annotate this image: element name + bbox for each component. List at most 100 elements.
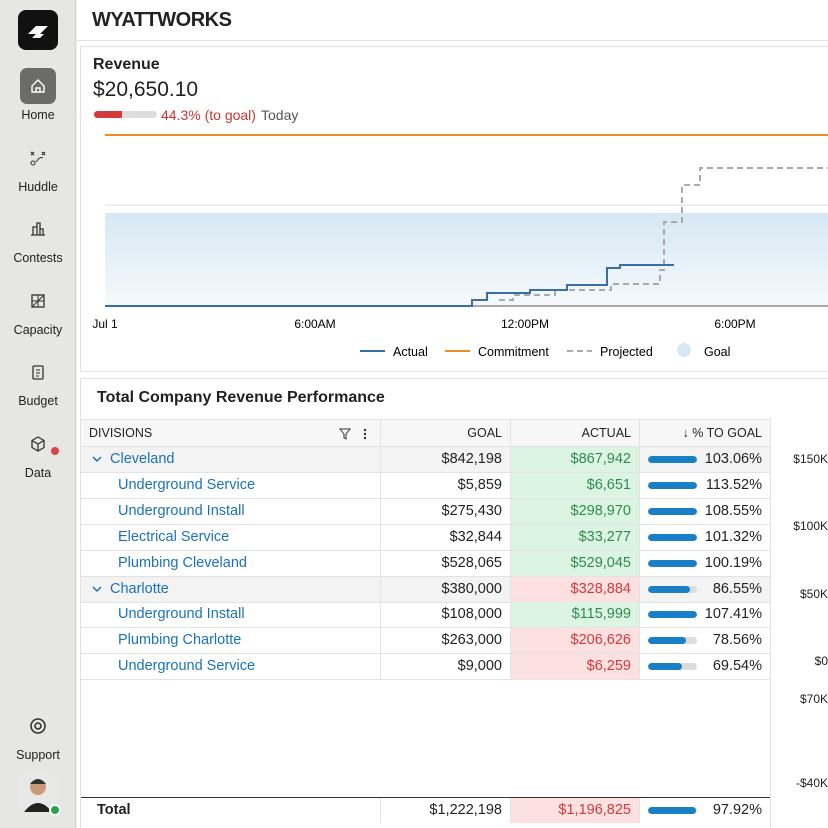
pct-text: 108.55%	[704, 502, 762, 519]
actual-cell: $867,942	[511, 447, 640, 472]
division-name[interactable]: Electrical Service	[118, 528, 230, 545]
nav-icon	[20, 426, 56, 462]
axis-label: -$40K	[795, 776, 828, 790]
goal-cell: $9,000	[381, 654, 511, 680]
brand: WYATTWORKS	[92, 9, 232, 31]
header-icons[interactable]	[339, 427, 371, 441]
pct-bar	[648, 637, 697, 645]
table-row[interactable]: Plumbing Charlotte $263,000 $206,626 78.56%	[81, 628, 770, 655]
nav-item[interactable]: Budget	[0, 354, 76, 408]
status-dot	[49, 804, 61, 816]
table-row[interactable]: Underground Service $9,000 $6,259 69.54%	[81, 654, 770, 681]
table-row[interactable]: Underground Install $108,000 $115,999 107.4…	[81, 602, 770, 629]
total-row[interactable]: Total $1,222,198 $1,196,825 97.92%	[81, 798, 770, 827]
pct-text: 107.41%	[704, 606, 762, 623]
nav-item[interactable]: Data	[0, 426, 76, 480]
pct-cell: 100.19%	[640, 551, 770, 576]
actual-cell: $1,196,825	[511, 798, 640, 823]
col-header[interactable]: ↓ % TO GOAL	[682, 426, 762, 440]
division-cell: Total	[81, 798, 381, 823]
pct-bar-fill	[648, 637, 687, 645]
nav-item[interactable]: Contests	[0, 211, 76, 265]
col-header[interactable]: ACTUAL	[511, 420, 640, 447]
support-nav[interactable]: Support	[0, 708, 76, 762]
nav-label: Contests	[13, 251, 63, 266]
table-row[interactable]: Cleveland $842,198 $867,942 103.06%	[81, 447, 770, 473]
pct-bar-fill	[648, 559, 697, 567]
table-row[interactable]: Charlotte $380,000 $328,884 86.55%	[81, 576, 770, 603]
legend-swatch	[677, 343, 691, 357]
pct-text: 97.92%	[712, 802, 762, 818]
table-row[interactable]: Underground Install $275,430 $298,970 108.5…	[81, 498, 770, 525]
x-label: 6:00AM	[294, 317, 335, 331]
chevron[interactable]	[92, 577, 102, 611]
goal-cell: $108,000	[381, 602, 511, 628]
goal-cell: $275,430	[381, 498, 511, 524]
goal-cell: $842,198	[381, 447, 511, 472]
table-row[interactable]: Underground Service $5,859 $6,651 113.52%	[81, 472, 770, 499]
division-name[interactable]: Plumbing Charlotte	[118, 632, 242, 649]
logo-mark	[28, 26, 48, 38]
goal-cell: $263,000	[381, 628, 511, 654]
nav-item[interactable]: Huddle	[0, 140, 76, 194]
actual-cell: $328,884	[511, 576, 640, 602]
revenue-chart: Jul 1 6:00AM 12:00PM 6:00PM Actual Commitment…	[92, 134, 828, 359]
pct-cell: 113.52%	[640, 473, 770, 498]
nav-icon	[20, 68, 56, 104]
pct-bar-fill	[648, 585, 691, 593]
legend-label: Actual	[393, 345, 428, 359]
x-label: 6:00PM	[714, 317, 755, 331]
x-label: Jul 1	[92, 317, 118, 331]
division-cell: Underground Service	[81, 472, 381, 498]
division-cell: Underground Install	[81, 498, 381, 524]
pct-bar-fill	[648, 663, 683, 671]
division-name[interactable]: Plumbing Cleveland	[118, 554, 247, 571]
pct-cell: 108.55%	[640, 499, 770, 524]
division-name[interactable]: Underground Install	[118, 502, 245, 519]
division-name: Total	[97, 802, 131, 818]
pct-bar	[648, 663, 697, 671]
division-cell: Plumbing Charlotte	[81, 628, 381, 654]
pct-bar	[648, 507, 697, 515]
axis-label: $100K	[793, 519, 828, 533]
nav-item[interactable]: Capacity	[0, 283, 76, 337]
division-name[interactable]: Underground Service	[118, 476, 256, 493]
pct-bar	[648, 559, 697, 567]
goal-cell: $1,222,198	[381, 798, 511, 823]
nav-item[interactable]: Home	[0, 68, 76, 122]
division-name[interactable]: Cleveland	[110, 451, 175, 467]
pct-bar	[648, 807, 697, 814]
pct-cell: 97.92%	[640, 798, 770, 823]
table-row[interactable]: Plumbing Cleveland $528,065 $529,045 100.19…	[81, 550, 770, 577]
actual-cell: $298,970	[511, 498, 640, 524]
col-header[interactable]: DIVISIONS	[81, 420, 381, 447]
goal-cell: $380,000	[381, 576, 511, 602]
actual-cell: $529,045	[511, 550, 640, 576]
pct-bar-fill	[648, 456, 697, 463]
pct-text: 101.32%	[704, 528, 762, 545]
table-row[interactable]: Electrical Service $32,844 $33,277 101.32%	[81, 524, 770, 551]
pct-bar-fill	[648, 481, 697, 489]
division-cell: Electrical Service	[81, 524, 381, 550]
col-header[interactable]: GOAL	[381, 420, 511, 447]
chevron[interactable]	[92, 447, 102, 481]
division-name[interactable]: Underground Service	[118, 658, 256, 675]
division-name[interactable]: Underground Install	[118, 606, 245, 623]
pct-text: 86.55%	[712, 580, 762, 597]
pct-bar-fill	[648, 807, 696, 814]
division-cell: Underground Service	[81, 654, 381, 680]
nav-label: Home	[21, 108, 55, 122]
pct-cell: 86.55%	[640, 577, 770, 602]
nav-label: Budget	[18, 394, 58, 409]
nav-label: Data	[24, 466, 52, 480]
pct-cell: 101.32%	[640, 525, 770, 550]
pct-bar-fill	[648, 507, 697, 515]
logo[interactable]	[18, 10, 58, 50]
pct-bar-fill	[648, 533, 697, 541]
pct-text: 103.06%	[704, 451, 762, 467]
pct-cell: 69.54%	[640, 654, 770, 679]
nav-label: Huddle	[18, 179, 58, 194]
division-name[interactable]: Charlotte	[110, 580, 169, 597]
actual-cell: $206,626	[511, 628, 640, 654]
